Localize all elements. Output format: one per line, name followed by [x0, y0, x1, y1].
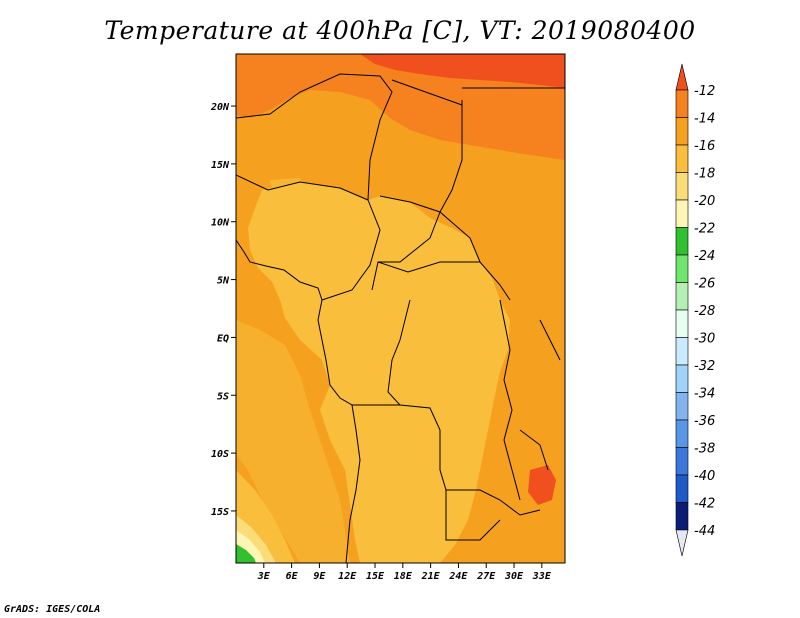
- border-lines-4: [499, 299, 561, 501]
- colorbar-swatch: [675, 447, 689, 476]
- colorbar-label: -28: [694, 304, 715, 319]
- colorbar-label: -38: [694, 442, 715, 457]
- colorbar-label: -24: [694, 249, 715, 264]
- field-sw-24: [236, 544, 256, 563]
- x-tick-label: 24E: [448, 571, 468, 582]
- colorbar-swatch: [675, 392, 689, 421]
- colorbar-bottom-arrow: [675, 529, 689, 557]
- x-axis: 3E 6E 9E 12E 15E 18E 21E 24E 27E 30E 33E: [257, 563, 552, 582]
- colorbar-swatch: [675, 199, 689, 228]
- colorbar-swatch: [675, 89, 689, 118]
- y-tick-label: 15N: [211, 160, 230, 171]
- colorbar-label: -26: [694, 277, 715, 292]
- colorbar-top-arrow: [675, 63, 689, 91]
- colorbar-label: -20: [694, 194, 715, 209]
- colorbar-label: -22: [694, 222, 715, 237]
- colorbar-swatch: [675, 337, 689, 366]
- colorbar-swatch: [675, 282, 689, 311]
- colorbar: -12 -14 -16 -18 -20 -22 -24 -26 -28 -30 -32 -34 -36 -…: [675, 63, 715, 557]
- y-tick-label: 10S: [211, 449, 229, 460]
- x-tick-label: 27E: [476, 571, 496, 582]
- colorbar-label: -42: [694, 497, 715, 512]
- field-patch-west: [270, 178, 310, 210]
- footer-credit: GrADS: IGES/COLA: [4, 604, 101, 615]
- colorbar-label: -36: [694, 414, 715, 429]
- x-tick-label: 33E: [532, 571, 552, 582]
- x-tick-label: 21E: [421, 571, 441, 582]
- colorbar-swatch: [675, 502, 689, 531]
- x-tick-label: 15E: [366, 571, 385, 582]
- colorbar-swatch: [675, 254, 689, 283]
- field-north-14: [236, 54, 565, 160]
- x-tick-label: 6E: [286, 571, 299, 582]
- field-west-band: [236, 320, 350, 563]
- colorbar-swatch: [675, 309, 689, 338]
- y-tick-label: EQ: [217, 333, 229, 344]
- x-tick-label: 12E: [338, 571, 357, 582]
- field-north-12: [360, 54, 565, 88]
- field-interior: [248, 182, 510, 563]
- colorbar-swatch: [675, 117, 689, 146]
- colorbar-swatch: [675, 227, 689, 256]
- colorbar-label: -32: [694, 359, 715, 374]
- colorbar-label: -44: [694, 524, 715, 539]
- x-tick-label: 3E: [257, 571, 271, 582]
- colorbar-swatch: [675, 144, 689, 173]
- temperature-field: [236, 54, 565, 563]
- colorbar-swatch: [675, 172, 689, 201]
- y-tick-label: 15S: [211, 507, 229, 518]
- colorbar-label: -34: [694, 387, 715, 402]
- chart-title: Temperature at 400hPa [C], VT: 201908040…: [104, 16, 696, 45]
- colorbar-label: -12: [694, 84, 715, 99]
- y-tick-label: 20N: [210, 102, 230, 113]
- colorbar-label: -18: [694, 167, 715, 182]
- field-patch-east: [528, 465, 556, 505]
- borders: [236, 73, 565, 563]
- colorbar-swatch: [675, 364, 689, 393]
- x-tick-label: 9E: [313, 571, 326, 582]
- border-lines-3: [352, 299, 541, 541]
- coastline-west-africa: [236, 239, 361, 563]
- colorbar-label: -30: [694, 332, 715, 347]
- colorbar-label: -14: [694, 112, 715, 127]
- colorbar-swatch: [675, 474, 689, 503]
- y-tick-label: 5S: [217, 391, 229, 402]
- colorbar-swatch: [675, 419, 689, 448]
- y-tick-label: 5N: [217, 276, 230, 287]
- map-frame: [235, 53, 566, 564]
- x-tick-label: 18E: [394, 571, 413, 582]
- x-tick-label: 30E: [504, 571, 524, 582]
- y-axis: 20N 15N 10N 5N EQ 5S 10S 15S: [210, 102, 236, 518]
- colorbar-label: -40: [694, 469, 715, 484]
- colorbar-label: -16: [694, 139, 715, 154]
- y-tick-label: 10N: [211, 218, 230, 229]
- border-lines-2: [236, 73, 565, 213]
